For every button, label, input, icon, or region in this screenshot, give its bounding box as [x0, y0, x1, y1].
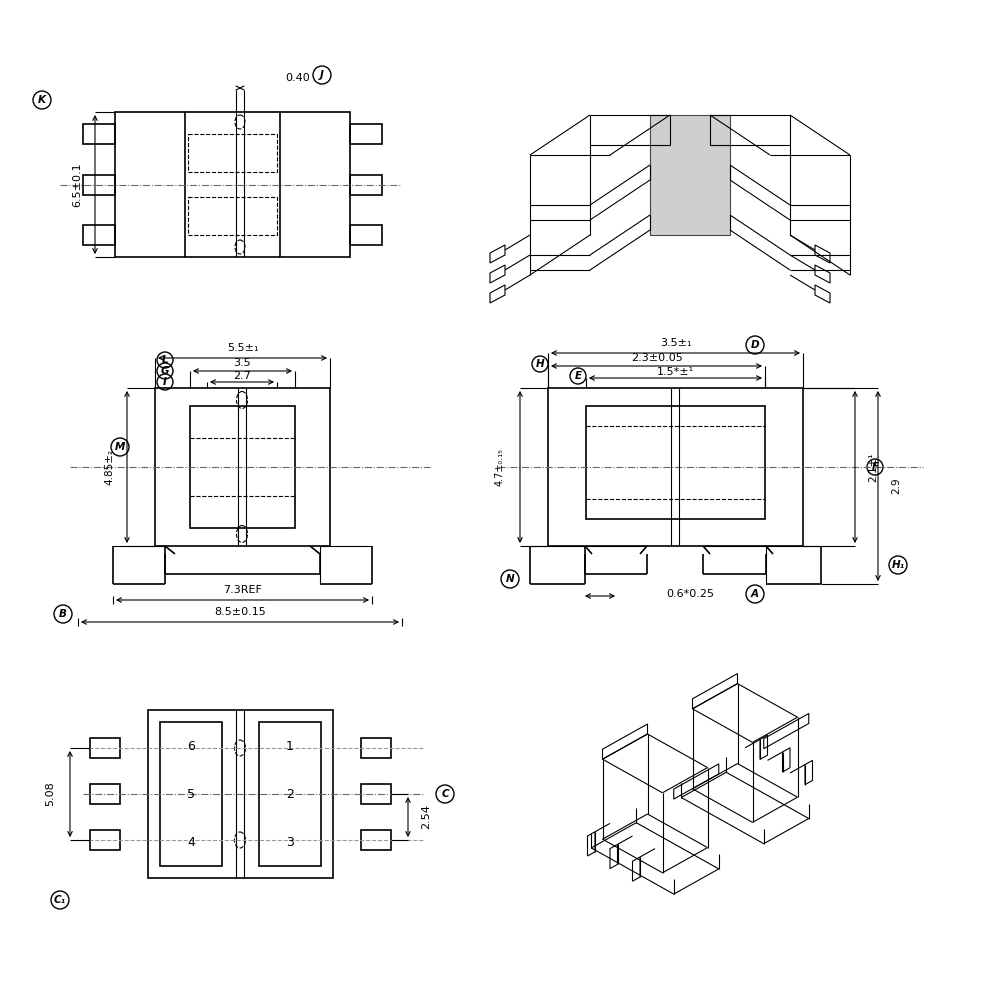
Bar [83, 124, 115, 144]
Text: 5: 5 [187, 787, 195, 800]
Text: 2.3±0.05: 2.3±0.05 [631, 353, 682, 363]
Bar [586, 406, 765, 519]
Text: M: M [115, 442, 125, 452]
Text: 5.08: 5.08 [45, 781, 55, 806]
Text: 4.85±₂: 4.85±₂ [104, 449, 114, 485]
Text: A: A [751, 589, 759, 599]
Bar [350, 225, 382, 245]
Bar [90, 738, 120, 758]
Text: 2.7: 2.7 [233, 371, 251, 381]
Bar [83, 175, 115, 195]
Text: 1.5*±¹: 1.5*±¹ [657, 367, 694, 377]
Text: 2.54: 2.54 [421, 804, 431, 829]
Bar [361, 830, 391, 850]
Bar [83, 225, 115, 245]
Text: 8.5±0.15: 8.5±0.15 [214, 607, 266, 617]
Text: 6.5±0.1: 6.5±0.1 [72, 162, 82, 207]
Text: E: E [574, 371, 582, 381]
Text: D: D [751, 340, 759, 350]
Text: 3: 3 [286, 835, 294, 848]
Bar [259, 722, 321, 866]
Text: H₁: H₁ [891, 560, 905, 570]
Text: 0.40: 0.40 [285, 73, 310, 83]
Bar [188, 197, 277, 235]
Bar [361, 784, 391, 804]
Bar [90, 784, 120, 804]
Bar [280, 112, 350, 257]
Text: C₁: C₁ [54, 895, 66, 905]
Bar [115, 112, 185, 257]
Text: B: B [59, 609, 67, 619]
Text: C: C [441, 789, 449, 799]
Bar [148, 710, 333, 878]
Text: J: J [320, 70, 324, 80]
Text: 3.5: 3.5 [234, 358, 251, 368]
Text: 5.5±₁: 5.5±₁ [227, 343, 258, 353]
Polygon shape [650, 115, 730, 235]
Text: 4: 4 [187, 835, 195, 848]
Bar [350, 124, 382, 144]
Text: 3.5±₁: 3.5±₁ [660, 338, 691, 348]
Text: L: L [162, 355, 168, 365]
Text: 2.1±¹: 2.1±¹ [868, 452, 878, 482]
Bar [155, 388, 330, 546]
Text: 4.7±₀.₁₅: 4.7±₀.₁₅ [495, 448, 505, 486]
Text: F: F [871, 462, 879, 472]
Bar [90, 830, 120, 850]
Text: H: H [536, 359, 544, 369]
Text: 7.3REF: 7.3REF [223, 585, 262, 595]
Text: 2: 2 [286, 787, 294, 800]
Text: 1: 1 [286, 740, 294, 753]
Bar [350, 175, 382, 195]
Bar [188, 134, 277, 172]
Text: G: G [161, 366, 169, 376]
Bar [160, 722, 222, 866]
Text: 6: 6 [187, 740, 195, 753]
Text: 0.6*0.25: 0.6*0.25 [666, 589, 714, 599]
Bar [190, 406, 295, 528]
Text: K: K [38, 95, 46, 105]
Bar [361, 738, 391, 758]
Text: N: N [506, 574, 514, 584]
Text: I: I [163, 377, 167, 387]
Bar [548, 388, 803, 546]
Text: 2.9: 2.9 [891, 478, 901, 495]
